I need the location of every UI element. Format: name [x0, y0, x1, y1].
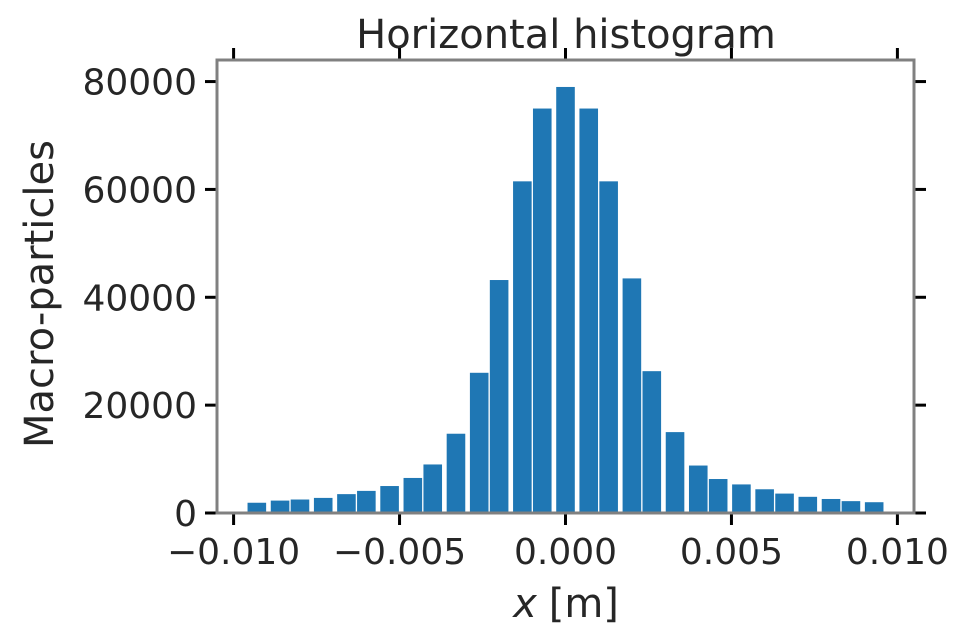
- bar: [247, 502, 267, 513]
- bar: [403, 477, 423, 513]
- y-axis-label: Macro-particles: [17, 140, 63, 448]
- x-tick-label: −0.010: [167, 532, 300, 573]
- y-ticks-group: 0 20000 40000 60000 80000: [82, 63, 926, 535]
- bar: [665, 432, 685, 513]
- bar: [642, 371, 662, 513]
- plot-frame: [215, 58, 916, 515]
- y-tick-label: 80000: [82, 63, 197, 104]
- x-tick-label: 0.010: [846, 532, 949, 573]
- bar: [290, 499, 310, 513]
- x-tick-label: 0.000: [514, 532, 617, 573]
- x-tick-label: 0.005: [680, 532, 783, 573]
- bar: [622, 278, 642, 513]
- bar: [469, 372, 489, 513]
- bar: [821, 498, 841, 513]
- x-axis-label: x [m]: [511, 581, 619, 627]
- bar: [599, 181, 618, 513]
- bar: [270, 500, 290, 513]
- bar: [313, 497, 333, 513]
- y-tick-label: 40000: [82, 278, 197, 319]
- bar: [579, 108, 599, 513]
- bar: [732, 484, 751, 513]
- bar: [532, 108, 552, 513]
- bar: [337, 494, 356, 514]
- bar: [798, 496, 818, 513]
- bar: [556, 86, 575, 514]
- bars-group: [247, 86, 884, 514]
- bar: [489, 280, 509, 513]
- bar: [775, 493, 794, 513]
- bar: [423, 464, 443, 513]
- x-axis-variable: x: [511, 581, 537, 627]
- bar: [357, 490, 376, 513]
- bar: [708, 479, 728, 513]
- bar: [446, 433, 466, 513]
- bar: [513, 181, 532, 513]
- y-tick-label: 0: [174, 494, 197, 535]
- x-tick-label: −0.005: [333, 532, 466, 573]
- bar: [380, 486, 399, 513]
- y-tick-label: 60000: [82, 170, 197, 211]
- y-tick-label: 20000: [82, 386, 197, 427]
- x-axis-unit: [m]: [549, 581, 619, 627]
- bar: [755, 489, 774, 513]
- bar: [864, 502, 884, 513]
- x-ticks-group: −0.010 −0.005 0.000 0.005 0.010: [167, 48, 949, 573]
- bar: [841, 501, 861, 513]
- bar: [688, 465, 708, 513]
